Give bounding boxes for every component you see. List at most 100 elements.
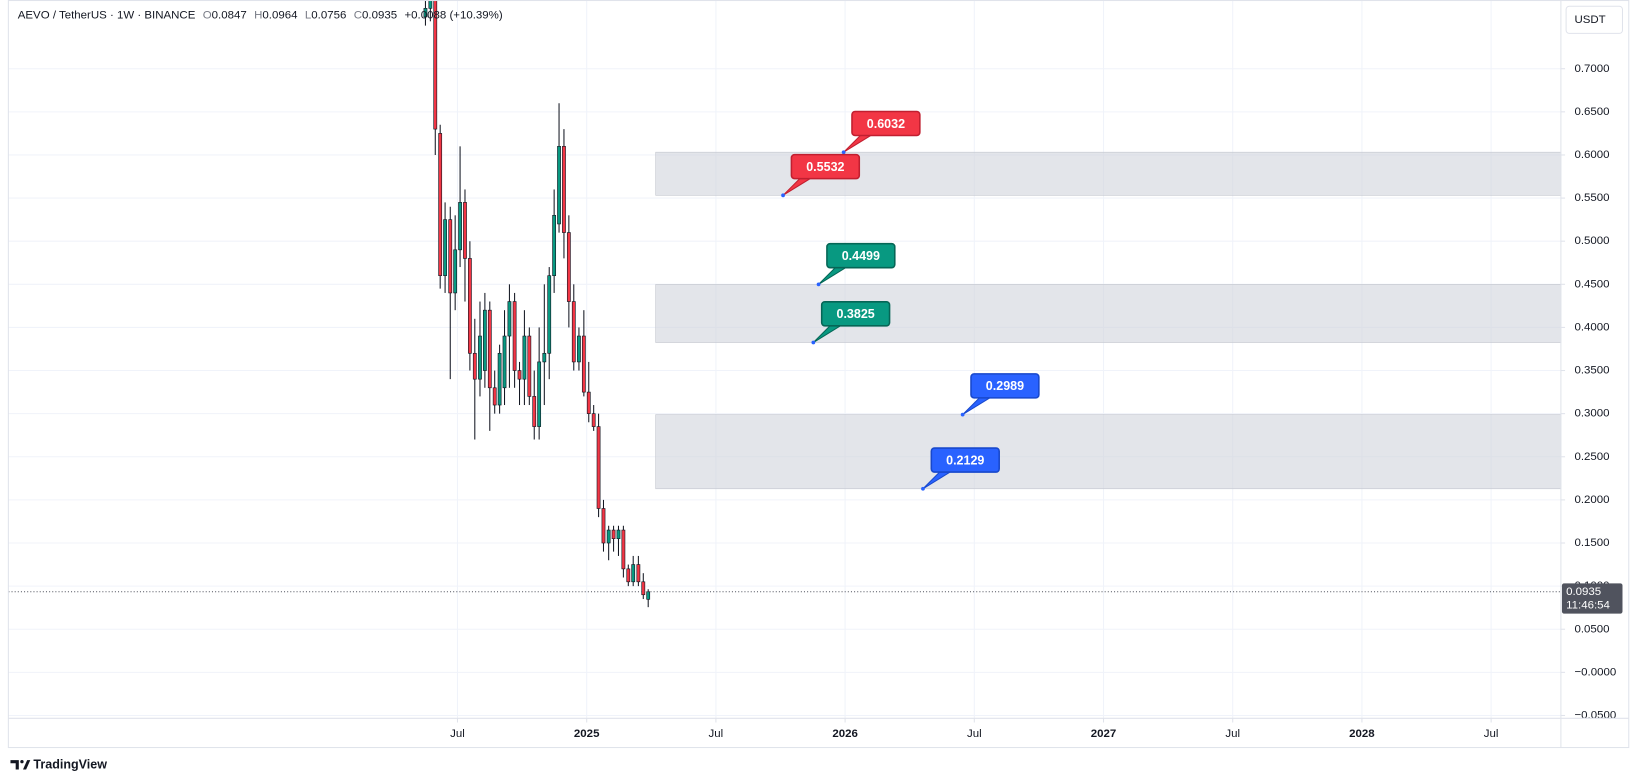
callout-anchor [960,412,965,417]
callout-label: 0.5532 [806,160,844,174]
candle-body [581,335,586,393]
callout-box [820,301,891,327]
y-tick-label: 0.7000 [1574,63,1609,75]
brand-logo [10,759,31,770]
candle-body [616,529,621,540]
callout-anchor [816,282,821,287]
candle-body [438,133,443,276]
callout-anchor [841,150,846,155]
candle-body [606,529,611,544]
candle-body [472,352,477,380]
y-tick-label: 0.6000 [1574,149,1609,161]
overlays: 0.6032 0.5532 0.4499 0.3825 0.2989 0.2129 [8,110,1561,593]
candle-body [532,396,537,427]
callout-box [970,373,1040,399]
x-tick-label: Jul [967,728,982,740]
x-tick-label: 2026 [832,728,858,740]
ohlc-value: 0.0756 [311,10,346,22]
candle-body [626,568,631,583]
change: +0.0088 (+10.39%) [404,10,502,22]
candle-body [591,413,596,427]
candle-body [527,335,532,397]
y-tick-label: 0.5000 [1574,235,1609,247]
candle-body [443,219,447,276]
callout: 0.2989 [960,373,1040,417]
callout-label: 0.6032 [867,117,905,131]
ohlc-label: O [203,10,212,22]
candle-body [571,301,576,363]
y-tick-label: 0.3000 [1574,408,1609,420]
candle-body [433,0,438,130]
candle-body [463,202,467,259]
candle-body [631,564,636,583]
y-tick-label: 0.4000 [1574,321,1609,333]
symbol: AEVO / TetherUS · 1W · BINANCE [18,10,196,22]
candle-body [586,391,591,414]
candle-body [497,352,502,406]
currency-box[interactable] [1565,5,1624,34]
candle-body [611,529,616,540]
callout-box [851,110,921,137]
candle-body [487,309,492,389]
callout-anchor [781,193,785,198]
callout-label: 0.2129 [946,453,984,467]
candle-body [522,335,527,380]
callout-box [790,153,861,180]
candle-body [458,202,462,251]
candle-body [621,529,626,570]
y-tick-label: 0.4500 [1574,278,1609,290]
last-price-box [1561,583,1623,614]
zone [655,414,1562,490]
candle-body [601,508,606,544]
chart-frame [7,0,1630,749]
candle-body [483,309,487,371]
x-tick-label: Jul [1484,728,1499,740]
zone [655,284,1562,343]
callout: 0.2129 [921,447,1000,491]
ohlc-label: H [254,10,262,22]
y-tick-label: 0.5500 [1574,192,1609,204]
callout: 0.5532 [781,153,861,198]
candle-body [542,352,547,363]
x-tick-label: Jul [1225,728,1240,740]
ohlc-value: 0.0935 [362,10,397,22]
ohlc-value: 0.0847 [212,10,247,22]
candle-body [646,591,651,600]
candle-body [507,301,512,337]
candle-body [502,335,507,389]
candle-body [423,8,428,18]
grid [8,0,1561,719]
callout-label: 0.4499 [842,249,880,263]
candles [423,0,651,608]
y-tick-label: 0.6500 [1574,106,1609,118]
y-tick-label: −0.0000 [1574,666,1616,678]
candle-body [577,335,581,363]
candle-body [448,219,453,294]
candle-body [562,146,566,233]
callout: 0.6032 [841,110,921,155]
candle-body [566,232,571,302]
y-tick-label: 0.0500 [1574,623,1609,635]
candle-body [453,249,458,294]
callout-box [826,242,896,269]
callout-label: 0.3825 [836,307,874,321]
currency[interactable]: USDT [1574,14,1605,26]
x-tick-label: 2027 [1091,728,1117,740]
x-tick-label: Jul [709,728,724,740]
candle-body [517,370,522,380]
candle-body [492,387,497,406]
callout-anchor [921,486,925,491]
zones [655,151,1562,490]
candle-body [537,361,542,427]
y-tick-label: 0.2500 [1574,451,1609,463]
last-price-label: 0.0935 [1566,586,1601,598]
candle-body [641,581,646,596]
callout-label: 0.2989 [986,379,1024,393]
candle-body [512,301,517,371]
candle-body [636,564,641,583]
callout: 0.3825 [811,301,891,345]
callout: 0.4499 [816,242,896,287]
ohlc-label: C [354,10,362,22]
